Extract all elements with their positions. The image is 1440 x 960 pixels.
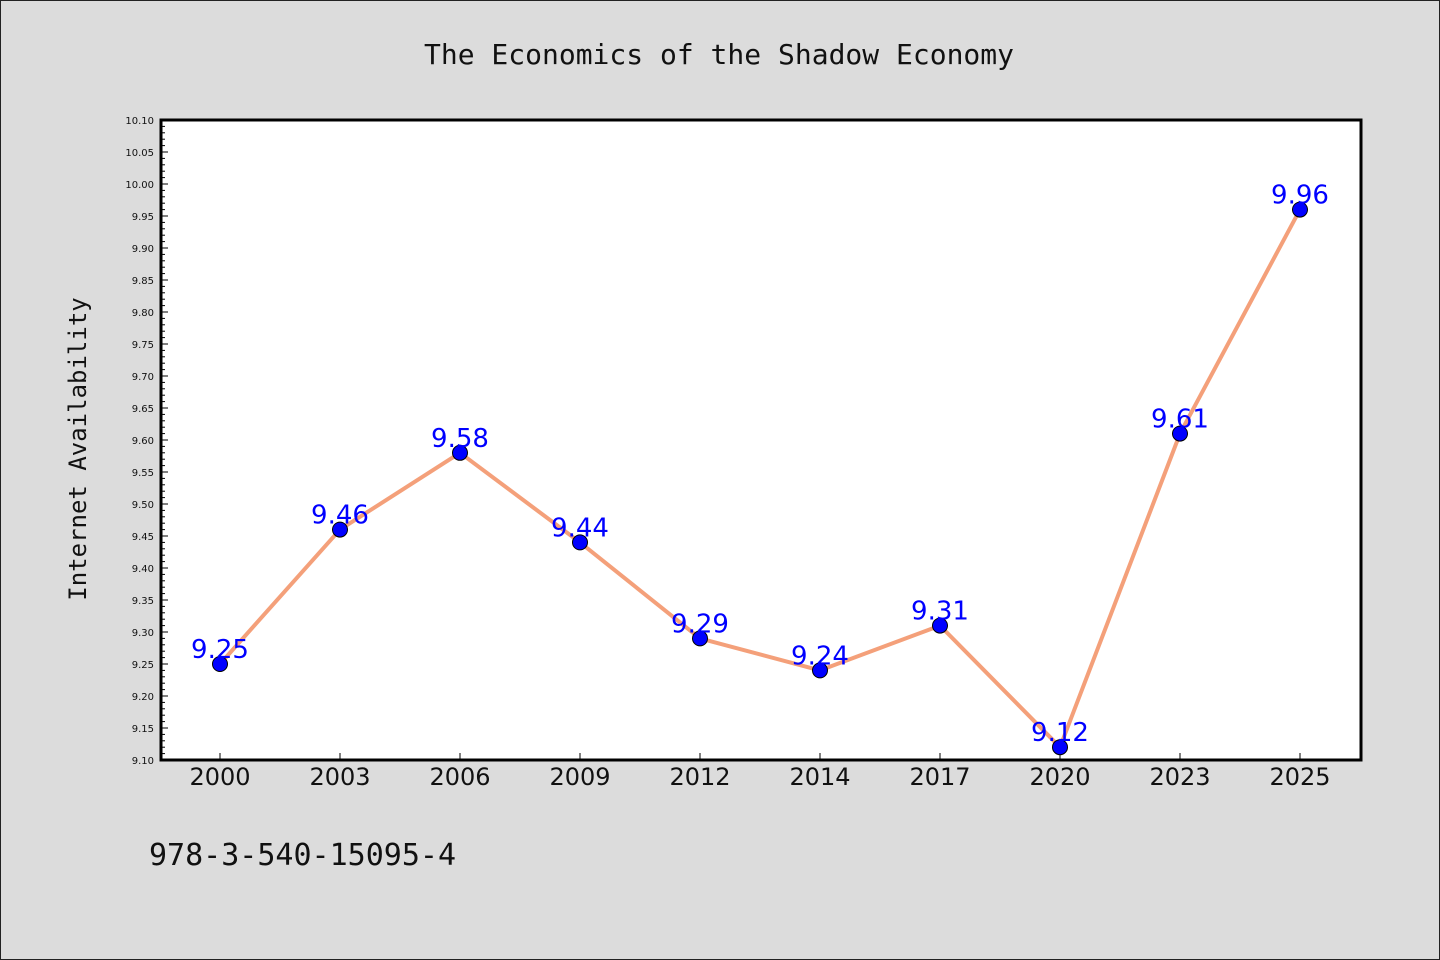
x-tick-label: 2023 (1149, 763, 1210, 791)
y-tick-label: 10.05 (125, 148, 154, 159)
data-point (452, 444, 468, 461)
data-label: 9.44 (551, 513, 609, 543)
y-tick-label: 9.75 (132, 340, 154, 351)
y-tick-label: 9.90 (132, 244, 154, 255)
x-tick-label: 2017 (909, 763, 970, 791)
y-tick-label: 9.10 (132, 756, 154, 767)
data-point (692, 630, 708, 647)
x-tick-label: 2000 (189, 763, 250, 791)
y-tick-label: 9.25 (132, 660, 154, 671)
data-point (212, 656, 228, 672)
y-tick-label: 9.35 (132, 596, 154, 607)
series-layer: 9.25 9.46 9.58 9.44 9.29 9.24 9.31 9.12 9.61 9.96 (191, 181, 1329, 756)
y-tick-label: 9.85 (132, 276, 154, 287)
y-tick-label: 9.55 (132, 468, 154, 479)
footer-isbn: 978-3-540-15095-4 (149, 838, 456, 873)
y-tick-label: 10.00 (125, 180, 154, 191)
data-point (1292, 201, 1308, 218)
y-tick-label: 9.20 (132, 692, 154, 703)
data-point (332, 521, 348, 538)
y-tick-label: 9.50 (132, 500, 154, 511)
data-label: 9.12 (1031, 718, 1089, 748)
data-label: 9.29 (671, 609, 729, 639)
y-tick-label: 9.70 (132, 372, 154, 383)
y-tick-label: 9.30 (132, 628, 154, 639)
data-point (812, 662, 828, 679)
series-line (218, 208, 1302, 750)
y-tick-label: 9.45 (132, 532, 154, 543)
x-axis: 2000 2003 2006 2009 2012 2014 2017 2020 2023 2025 (189, 753, 1331, 791)
chart-title: The Economics of the Shadow Economy (424, 38, 1014, 71)
data-label: 9.24 (791, 641, 849, 671)
y-axis-label: Internet Availability (64, 297, 92, 600)
x-tick-label: 2025 (1269, 763, 1330, 791)
y-tick-label: 9.80 (132, 308, 154, 319)
data-point (1172, 425, 1188, 442)
data-label: 9.96 (1271, 181, 1329, 211)
x-tick-label: 2012 (669, 763, 730, 791)
y-tick-label: 10.10 (125, 116, 154, 127)
x-tick-label: 2014 (789, 763, 850, 791)
data-label: 9.58 (431, 424, 489, 454)
x-tick-label: 2003 (309, 763, 370, 791)
x-tick-label: 2009 (549, 763, 610, 791)
y-tick-label: 9.65 (132, 404, 154, 415)
data-point (932, 617, 948, 634)
data-point (1052, 739, 1068, 756)
x-tick-label: 2020 (1029, 763, 1090, 791)
data-label: 9.25 (191, 635, 249, 665)
data-label: 9.61 (1151, 405, 1209, 435)
y-tick-label: 9.95 (132, 212, 154, 223)
y-tick-label: 9.60 (132, 436, 154, 447)
y-tick-label: 9.15 (132, 724, 154, 735)
x-tick-label: 2006 (429, 763, 490, 791)
data-label: 9.46 (311, 501, 369, 531)
y-tick-label: 9.40 (132, 564, 154, 575)
y-axis: 9.10 9.15 9.20 9.25 9.30 9.35 9.40 9.45 9.50 9.55… (125, 116, 168, 767)
data-label: 9.31 (911, 597, 969, 627)
data-point (572, 534, 588, 551)
